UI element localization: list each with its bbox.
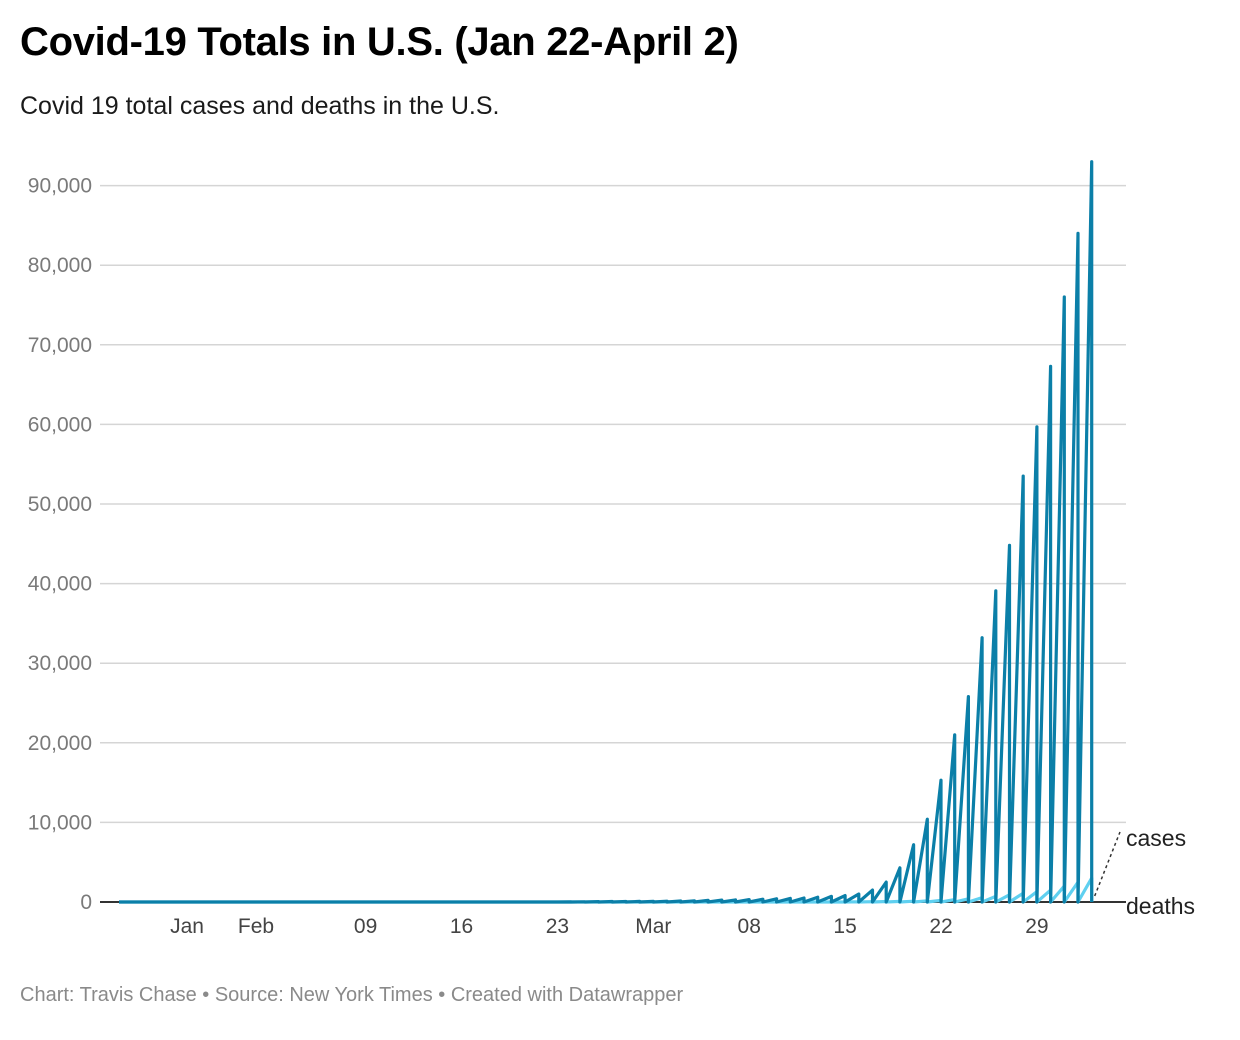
series-labels: cases deaths bbox=[1094, 825, 1195, 919]
y-axis: 0 10,000 20,000 30,000 40,000 50,000 60,000 70,… bbox=[28, 175, 92, 914]
series-line-cases bbox=[119, 160, 1094, 904]
x-tick-label: Feb bbox=[238, 915, 274, 938]
chart-footer: Chart: Travis Chase • Source: New York T… bbox=[20, 984, 684, 1006]
x-tick-label: 09 bbox=[354, 915, 377, 938]
x-tick-label: 08 bbox=[738, 915, 761, 938]
y-tick-label: 0 bbox=[80, 891, 92, 914]
x-axis: Jan Feb 09 16 23 Mar 08 15 22 29 bbox=[170, 915, 1049, 938]
grid-layer bbox=[100, 184, 1126, 903]
y-tick-label: 60,000 bbox=[28, 413, 92, 436]
series-layer bbox=[119, 160, 1094, 904]
y-tick-label: 20,000 bbox=[28, 732, 92, 755]
y-tick-label: 40,000 bbox=[28, 573, 92, 596]
y-tick-label: 80,000 bbox=[28, 254, 92, 277]
series-label-deaths: deaths bbox=[1126, 893, 1195, 919]
series-label-cases: cases bbox=[1126, 825, 1186, 851]
x-tick-label: 16 bbox=[450, 915, 473, 938]
y-tick-label: 30,000 bbox=[28, 652, 92, 675]
y-tick-label: 10,000 bbox=[28, 811, 92, 834]
label-leader-cases bbox=[1094, 831, 1121, 897]
y-tick-label: 50,000 bbox=[28, 493, 92, 516]
y-tick-label: 70,000 bbox=[28, 334, 92, 357]
x-tick-label: 23 bbox=[546, 915, 569, 938]
chart-title: Covid-19 Totals in U.S. (Jan 22-April 2) bbox=[20, 20, 739, 64]
x-tick-label: Mar bbox=[635, 915, 671, 938]
x-tick-label: 22 bbox=[929, 915, 952, 938]
series-line-deaths bbox=[119, 876, 1094, 904]
x-tick-label: Jan bbox=[170, 915, 204, 938]
chart-subtitle: Covid 19 total cases and deaths in the U… bbox=[20, 92, 500, 120]
x-tick-label: 15 bbox=[833, 915, 856, 938]
y-tick-label: 90,000 bbox=[28, 175, 92, 198]
x-tick-label: 29 bbox=[1025, 915, 1048, 938]
